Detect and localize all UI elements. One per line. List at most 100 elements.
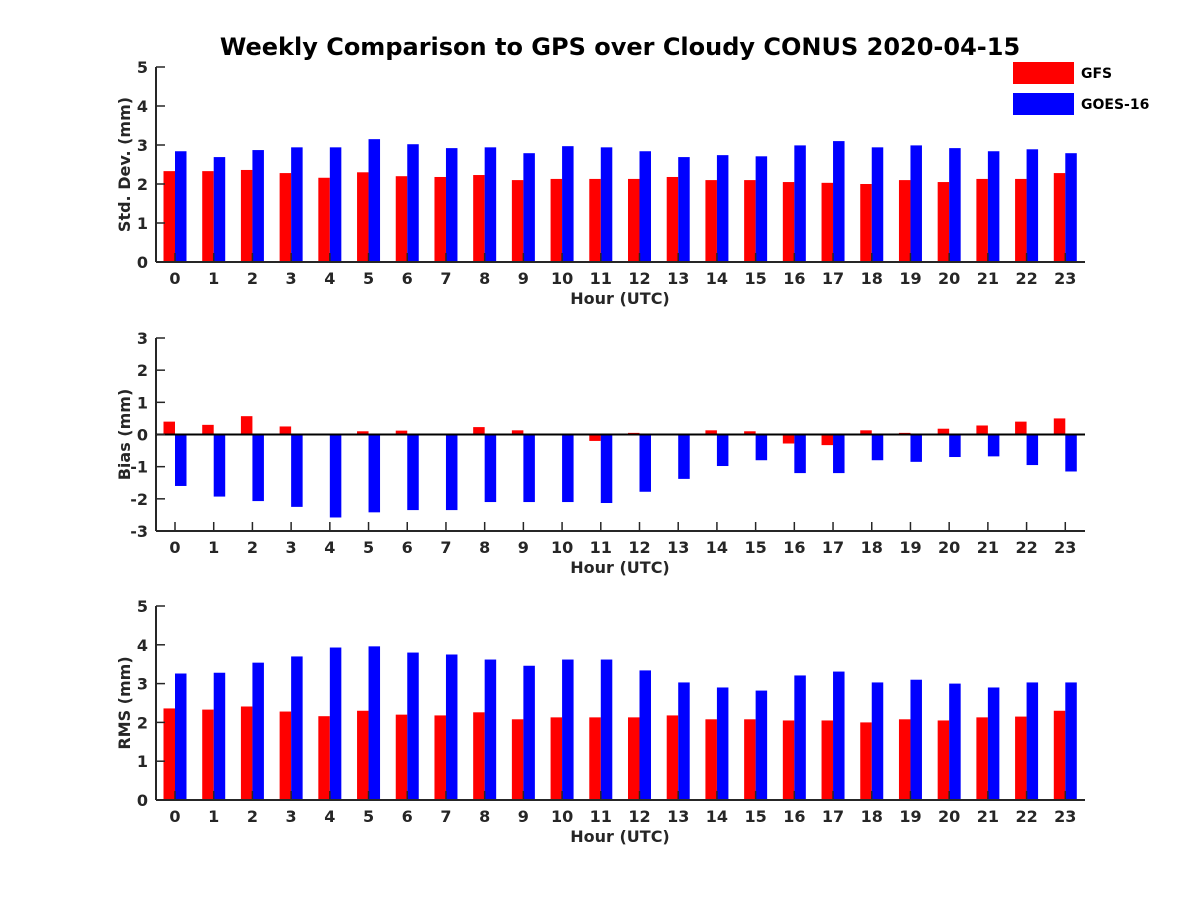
x-tick-label: 4 <box>324 269 335 288</box>
bar-goes-16-10 <box>562 659 574 800</box>
x-tick-label: 7 <box>440 807 451 826</box>
y-tick-label: -1 <box>130 458 148 477</box>
x-tick-label: 19 <box>899 807 921 826</box>
bar-goes-16-18 <box>871 682 884 800</box>
legend-label-gfs: GFS <box>1081 66 1112 82</box>
x-tick-label: 5 <box>363 538 374 557</box>
y-tick-label: 3 <box>137 136 148 155</box>
bar-goes-16-5 <box>368 139 381 262</box>
bar-goes-16-15 <box>755 156 768 262</box>
bar-goes-16-19 <box>910 145 922 262</box>
bar-goes-16-8 <box>484 659 497 800</box>
bar-gfs-1 <box>202 424 214 435</box>
bar-gfs-22 <box>1015 421 1027 435</box>
bar-gfs-9 <box>511 180 524 262</box>
x-tick-label: 17 <box>822 538 844 557</box>
legend-label-goes-16: GOES-16 <box>1081 97 1149 113</box>
x-tick-label: 10 <box>551 807 573 826</box>
bar-gfs-0 <box>163 708 175 800</box>
bar-gfs-3 <box>279 426 292 435</box>
y-axis-label: Std. Dev. (mm) <box>115 97 134 232</box>
x-tick-label: 21 <box>977 538 999 557</box>
x-tick-label: 17 <box>822 269 844 288</box>
bar-gfs-9 <box>511 719 524 800</box>
bar-goes-16-21 <box>987 434 1000 457</box>
bar-goes-16-18 <box>871 434 884 461</box>
x-tick-label: 2 <box>247 538 258 557</box>
legend: GFS GOES-16 <box>1013 62 1149 115</box>
x-tick-label: 0 <box>169 807 180 826</box>
bar-gfs-10 <box>550 178 563 262</box>
x-tick-label: 6 <box>402 269 413 288</box>
x-tick-label: 20 <box>938 269 960 288</box>
x-tick-label: 11 <box>590 538 612 557</box>
bar-goes-16-17 <box>833 141 845 262</box>
bar-goes-16-4 <box>329 434 342 518</box>
y-tick-label: -2 <box>130 490 148 509</box>
y-tick-label: 5 <box>137 597 148 616</box>
x-tick-label: 9 <box>518 538 529 557</box>
bar-gfs-9 <box>511 430 524 435</box>
x-tick-label: 6 <box>402 807 413 826</box>
bar-gfs-8 <box>473 712 485 800</box>
bar-goes-16-3 <box>291 434 303 507</box>
bar-gfs-21 <box>976 425 988 435</box>
bar-gfs-18 <box>860 722 872 800</box>
x-tick-label: 23 <box>1054 538 1076 557</box>
y-tick-label: 1 <box>137 752 148 771</box>
bar-gfs-3 <box>279 711 292 800</box>
y-tick-label: 2 <box>137 361 148 380</box>
bar-goes-16-1 <box>213 434 226 497</box>
x-tick-label: 13 <box>667 538 689 557</box>
bar-gfs-11 <box>589 717 601 800</box>
bar-goes-16-6 <box>407 144 419 262</box>
bar-goes-16-11 <box>600 147 613 262</box>
bar-gfs-16 <box>782 434 795 444</box>
bar-goes-16-20 <box>949 434 961 458</box>
bar-gfs-1 <box>202 709 214 800</box>
y-tick-label: 4 <box>137 636 148 655</box>
x-tick-label: 23 <box>1054 807 1076 826</box>
x-tick-label: 7 <box>440 538 451 557</box>
x-tick-label: 20 <box>938 807 960 826</box>
bar-gfs-15 <box>744 719 756 800</box>
x-tick-label: 15 <box>744 269 766 288</box>
x-tick-label: 12 <box>628 269 650 288</box>
bar-goes-16-7 <box>445 148 458 262</box>
bar-goes-16-3 <box>291 147 303 262</box>
bar-gfs-23 <box>1053 418 1066 435</box>
bar-gfs-16 <box>782 720 795 800</box>
x-tick-label: 14 <box>706 538 728 557</box>
bar-goes-16-19 <box>910 679 922 800</box>
bar-gfs-5 <box>357 431 369 435</box>
bar-goes-16-14 <box>716 155 729 262</box>
bar-gfs-20 <box>937 182 950 262</box>
bar-goes-16-9 <box>523 434 535 503</box>
x-tick-label: 7 <box>440 269 451 288</box>
x-tick-label: 4 <box>324 807 335 826</box>
bar-goes-16-8 <box>484 147 497 262</box>
bar-gfs-18 <box>860 184 872 262</box>
x-axis-label: Hour (UTC) <box>570 558 670 577</box>
bar-gfs-17 <box>821 434 834 446</box>
bar-gfs-12 <box>628 178 640 262</box>
y-tick-label: 0 <box>137 253 148 272</box>
bar-goes-16-5 <box>368 434 381 513</box>
y-tick-label: 3 <box>137 675 148 694</box>
x-tick-label: 1 <box>208 269 219 288</box>
bar-gfs-13 <box>666 176 679 262</box>
x-tick-label: 21 <box>977 807 999 826</box>
bar-goes-16-13 <box>678 682 690 800</box>
bar-goes-16-16 <box>794 434 806 474</box>
bar-goes-16-22 <box>1026 149 1039 262</box>
x-tick-label: 17 <box>822 807 844 826</box>
bar-goes-16-1 <box>213 672 226 800</box>
bar-gfs-7 <box>434 715 446 800</box>
bar-gfs-17 <box>821 182 834 262</box>
x-tick-label: 13 <box>667 807 689 826</box>
x-axis-label: Hour (UTC) <box>570 827 670 846</box>
bar-goes-16-6 <box>407 652 419 800</box>
x-tick-label: 22 <box>1015 269 1037 288</box>
